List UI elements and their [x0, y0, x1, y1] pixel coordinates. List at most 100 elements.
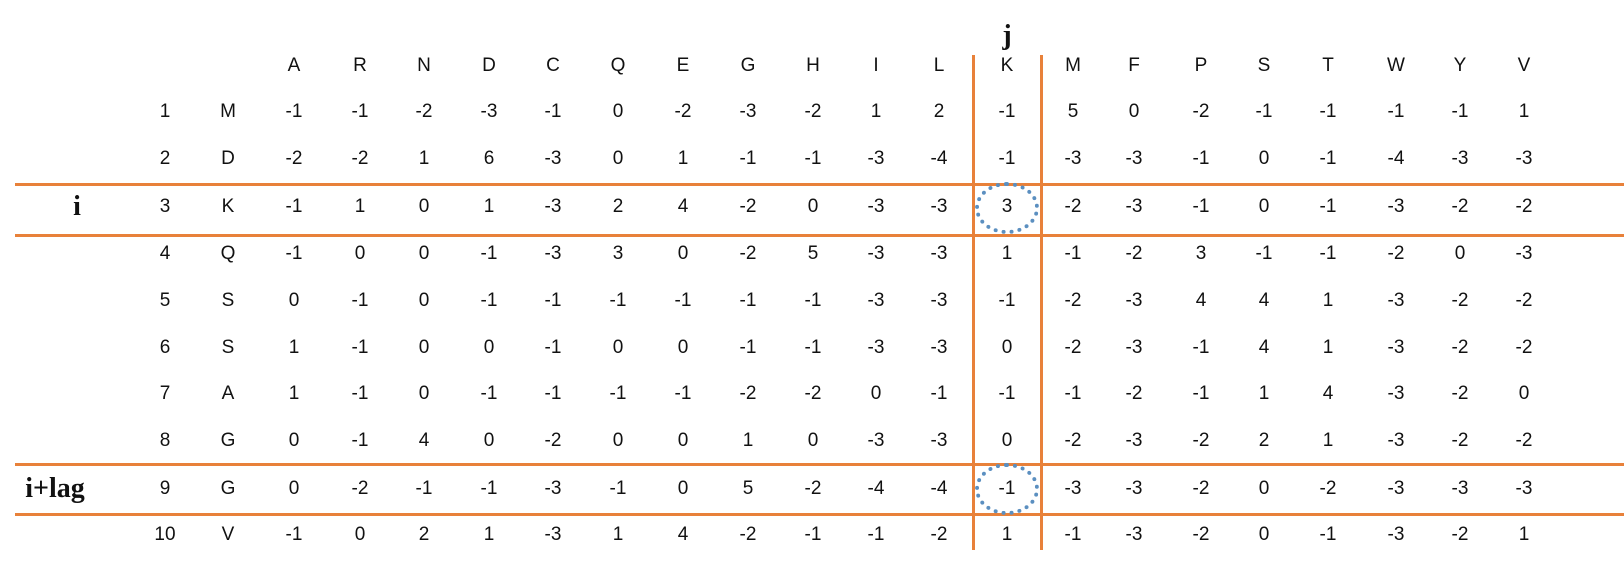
score-cell: 0: [807, 196, 819, 217]
score-cell: 1: [1258, 383, 1270, 404]
row-position: 1: [159, 101, 171, 122]
score-cell: -1: [415, 478, 433, 499]
score-cell: -3: [544, 243, 562, 264]
score-cell: -1: [674, 383, 692, 404]
score-cell: 1: [742, 430, 754, 451]
score-cell: -1: [544, 383, 562, 404]
score-cell: 0: [418, 196, 430, 217]
column-header: F: [1128, 55, 1140, 76]
row-i-bottom-line: [15, 234, 1624, 237]
score-cell: -2: [1064, 196, 1082, 217]
score-cell: 1: [483, 524, 495, 545]
score-cell: -2: [1064, 430, 1082, 451]
score-cell: -2: [804, 383, 822, 404]
column-header: S: [1257, 55, 1271, 76]
score-cell: 1: [1322, 337, 1334, 358]
column-header: I: [873, 55, 879, 76]
score-cell: 0: [354, 524, 366, 545]
score-cell: 0: [1454, 243, 1466, 264]
score-cell: -1: [1064, 243, 1082, 264]
score-cell: -2: [1125, 383, 1143, 404]
score-cell: 1: [612, 524, 624, 545]
score-cell: -4: [930, 148, 948, 169]
score-cell: -3: [1125, 337, 1143, 358]
score-cell: 0: [483, 430, 495, 451]
column-header: Q: [610, 55, 626, 76]
score-cell: 4: [1258, 290, 1270, 311]
score-cell: -1: [1064, 524, 1082, 545]
score-cell: -3: [544, 524, 562, 545]
score-cell: 1: [1518, 524, 1530, 545]
score-cell: -3: [1064, 478, 1082, 499]
score-cell: -3: [1125, 524, 1143, 545]
score-cell: 0: [677, 243, 689, 264]
score-cell: -2: [739, 196, 757, 217]
score-cell: -3: [867, 430, 885, 451]
score-cell: -3: [867, 290, 885, 311]
score-cell: -1: [998, 148, 1016, 169]
column-j-right-line: [1040, 55, 1043, 550]
score-cell: -3: [1125, 148, 1143, 169]
score-cell: 3: [1195, 243, 1207, 264]
score-cell: -3: [480, 101, 498, 122]
score-cell: -3: [867, 337, 885, 358]
row-residue: Q: [220, 243, 236, 264]
row-position: 8: [159, 430, 171, 451]
score-cell: -1: [998, 290, 1016, 311]
score-cell: -2: [1125, 243, 1143, 264]
score-cell: -3: [1387, 290, 1405, 311]
score-cell: -3: [867, 243, 885, 264]
score-cell: -2: [1451, 524, 1469, 545]
score-cell: -3: [1515, 478, 1533, 499]
score-cell: 0: [1001, 430, 1013, 451]
column-header: M: [1065, 55, 1081, 76]
score-cell: 0: [807, 430, 819, 451]
score-cell: -2: [1192, 430, 1210, 451]
score-cell: -3: [1064, 148, 1082, 169]
label-i: i: [73, 191, 81, 222]
score-cell: -1: [609, 383, 627, 404]
score-cell: 0: [1128, 101, 1140, 122]
score-cell: -1: [351, 383, 369, 404]
score-cell: 1: [677, 148, 689, 169]
score-cell: -2: [1319, 478, 1337, 499]
score-cell: -2: [1192, 478, 1210, 499]
score-cell: -1: [544, 290, 562, 311]
score-cell: -3: [1387, 383, 1405, 404]
column-header: R: [353, 55, 367, 76]
score-cell: -1: [1387, 101, 1405, 122]
score-cell: -1: [285, 101, 303, 122]
score-cell: -2: [930, 524, 948, 545]
score-cell: -2: [351, 478, 369, 499]
score-cell: -4: [930, 478, 948, 499]
score-cell: 6: [483, 148, 495, 169]
score-cell: -2: [1451, 290, 1469, 311]
score-cell: -3: [1125, 430, 1143, 451]
score-cell: 5: [807, 243, 819, 264]
score-cell: -1: [998, 478, 1016, 499]
score-cell: 0: [1258, 196, 1270, 217]
column-header: W: [1387, 55, 1405, 76]
row-residue: V: [221, 524, 235, 545]
score-cell: -2: [415, 101, 433, 122]
score-cell: -1: [351, 290, 369, 311]
score-cell: 0: [1001, 337, 1013, 358]
score-cell: -2: [544, 430, 562, 451]
score-cell: -2: [739, 524, 757, 545]
score-cell: -2: [1515, 337, 1533, 358]
column-header: C: [546, 55, 560, 76]
column-header: D: [482, 55, 496, 76]
score-cell: -1: [351, 101, 369, 122]
score-cell: -1: [544, 337, 562, 358]
column-header: P: [1194, 55, 1208, 76]
score-cell: -3: [544, 478, 562, 499]
score-cell: -2: [739, 243, 757, 264]
score-cell: -3: [867, 148, 885, 169]
score-cell: -1: [1064, 383, 1082, 404]
score-cell: 0: [418, 383, 430, 404]
score-cell: -2: [1451, 337, 1469, 358]
score-cell: -3: [1451, 148, 1469, 169]
score-cell: -2: [1451, 430, 1469, 451]
score-cell: -1: [1319, 101, 1337, 122]
score-cell: -2: [1451, 383, 1469, 404]
